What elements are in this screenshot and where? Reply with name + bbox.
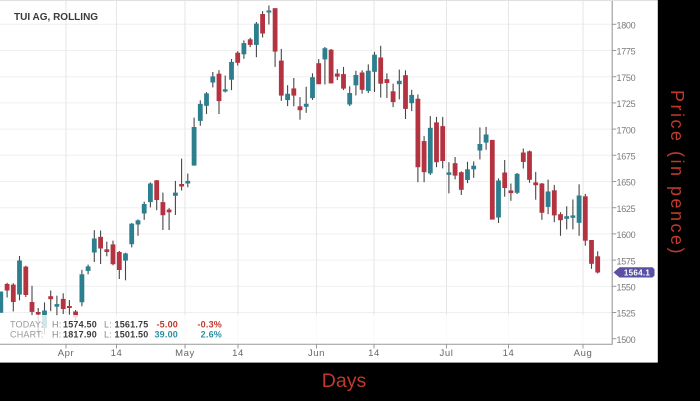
svg-text:1700: 1700 [617, 125, 636, 135]
svg-text:Apr: Apr [58, 348, 75, 359]
svg-text:Aug: Aug [574, 348, 593, 359]
svg-text:CHART:: CHART: [10, 330, 44, 340]
svg-text:14: 14 [111, 348, 123, 359]
svg-text:1725: 1725 [617, 99, 636, 109]
svg-text:39.00: 39.00 [154, 330, 178, 340]
svg-text:1775: 1775 [617, 47, 636, 57]
svg-text:1501.50: 1501.50 [115, 330, 149, 340]
svg-text:1800: 1800 [617, 21, 636, 31]
svg-text:H:: H: [52, 330, 61, 340]
svg-text:1675: 1675 [617, 152, 636, 162]
svg-text:H:: H: [52, 320, 61, 330]
svg-text:-5.00: -5.00 [156, 320, 178, 330]
svg-text:1625: 1625 [617, 204, 636, 214]
svg-text:1574.50: 1574.50 [63, 320, 97, 330]
svg-text:Days: Days [322, 370, 367, 392]
svg-text:1561.75: 1561.75 [115, 320, 149, 330]
svg-text:TODAY:: TODAY: [10, 320, 43, 330]
svg-text:May: May [175, 348, 195, 359]
svg-text:-0.3%: -0.3% [197, 320, 222, 330]
svg-text:1500: 1500 [617, 335, 636, 345]
svg-text:1650: 1650 [617, 178, 636, 188]
svg-text:Price (in pence): Price (in pence) [667, 90, 687, 256]
svg-text:1550: 1550 [617, 283, 636, 293]
svg-text:L:: L: [104, 330, 112, 340]
svg-text:2.6%: 2.6% [201, 330, 222, 340]
svg-text:L:: L: [104, 320, 112, 330]
svg-text:TUI AG, ROLLING: TUI AG, ROLLING [14, 12, 98, 23]
svg-text:1600: 1600 [617, 230, 636, 240]
svg-text:Jul: Jul [440, 348, 454, 359]
svg-text:14: 14 [503, 348, 515, 359]
svg-text:1817.90: 1817.90 [63, 330, 97, 340]
svg-text:Jun: Jun [308, 348, 325, 359]
svg-text:1525: 1525 [617, 309, 636, 319]
svg-text:1750: 1750 [617, 73, 636, 83]
svg-text:14: 14 [368, 348, 380, 359]
svg-text:14: 14 [232, 348, 244, 359]
svg-text:1564.1: 1564.1 [624, 268, 651, 277]
svg-text:1575: 1575 [617, 256, 636, 266]
